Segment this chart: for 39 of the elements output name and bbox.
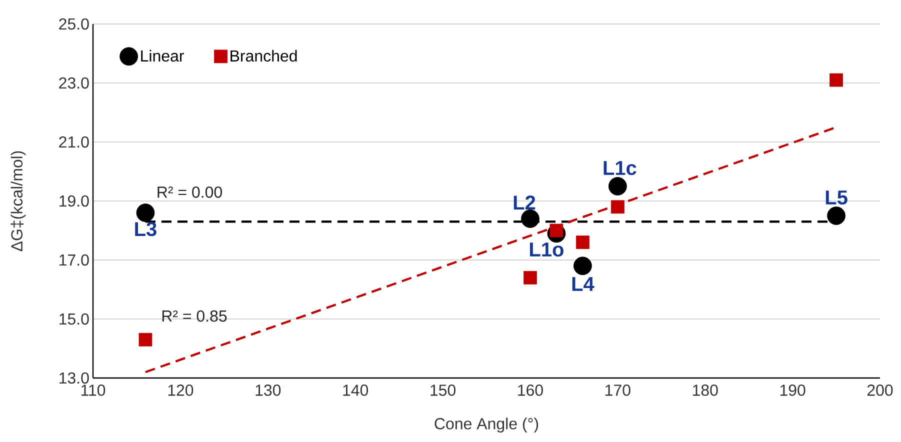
legend-label: Branched [230,50,297,62]
point [827,206,846,225]
point [521,209,540,228]
x-tick-label: 130 [256,384,281,396]
point [830,73,843,87]
y-tick-label: 21.0 [59,136,89,148]
x-tick-label: 160 [518,384,543,396]
y-tick-label: 17.0 [60,254,89,266]
y-tick-label: 13.0 [60,372,89,384]
point [524,271,537,284]
annotation: R² = 0.85 [162,310,227,322]
x-tick-label: 110 [81,384,106,396]
annotation: L1c [604,161,636,176]
annotation: L1o [530,242,564,257]
point [138,332,152,346]
x-axis-title: Cone Angle (°) [434,418,538,433]
annotation: L5 [826,190,848,205]
x-tick-label: 200 [867,384,893,396]
x-tick-label: 150 [430,384,456,396]
annotation: R² = 0.00 [158,186,222,198]
point [576,236,590,249]
annotation: L2 [514,196,536,210]
y-tick-label: 15.0 [60,313,89,325]
y-tick-label: 19.0 [60,195,89,207]
y-tick-label: 23.0 [59,77,89,89]
x-tick-label: 170 [606,384,630,396]
y-axis-title: ΔG‡(kcal/mol) [10,151,26,252]
x-tick-label: 180 [692,384,718,396]
annotation: L4 [572,277,594,291]
y-tick-label: 25.0 [59,18,89,30]
point [610,200,624,214]
point [573,256,592,276]
x-tick-label: 120 [168,384,194,396]
x-tick-label: 190 [780,384,806,396]
legend-label: Linear [141,50,184,62]
annotation: L3 [135,222,156,236]
point [608,177,627,196]
point [136,204,155,222]
x-tick-label: 140 [343,384,368,396]
